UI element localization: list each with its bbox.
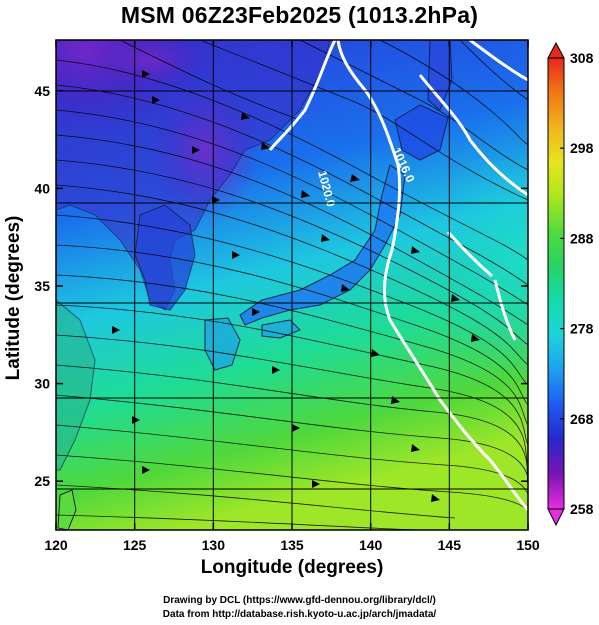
land-masses: [56, 40, 453, 530]
colorbar-scale: [547, 57, 565, 510]
y-tick-label: 35: [34, 278, 50, 294]
streamline-arrows: [112, 70, 480, 502]
colorbar: 258 268 278 288 298 308: [547, 41, 594, 527]
colorbar-tick-label: 308: [570, 50, 594, 66]
x-tick-label: 120: [44, 537, 68, 553]
map-title: MSM 06Z23Feb2025 (1013.2hPa): [120, 2, 479, 28]
colorbar-max-arrow: [547, 41, 565, 59]
y-tick-label: 40: [34, 180, 50, 196]
y-axis-ticks: 25 30 35 40 45: [34, 83, 528, 489]
colorbar-ticks: 258 268 278 288 298 308: [560, 50, 594, 517]
temperature-field: 1020.0 1016.0: [56, 40, 528, 530]
colorbar-min-arrow: [547, 508, 565, 527]
x-tick-label: 145: [438, 537, 462, 553]
colorbar-tick-label: 288: [570, 230, 594, 246]
credit-drawing: Drawing by DCL (https://www.gfd-dennou.o…: [163, 595, 436, 606]
credit-data: Data from http://database.rish.kyoto-u.a…: [162, 609, 437, 620]
colorbar-tick-label: 258: [570, 501, 594, 517]
x-tick-label: 125: [123, 537, 147, 553]
colorbar-tick-label: 268: [570, 411, 594, 427]
x-tick-label: 150: [516, 537, 540, 553]
colorbar-tick-label: 278: [570, 321, 594, 337]
wind-streamlines: [56, 40, 528, 530]
x-axis-ticks: 120 125 130 135 140 145 150: [44, 40, 540, 553]
isobars: [268, 40, 528, 511]
y-tick-label: 45: [34, 83, 50, 99]
graticule: [56, 40, 528, 530]
y-tick-label: 25: [34, 473, 50, 489]
x-axis-label: Longitude (degrees): [200, 557, 384, 578]
y-tick-label: 30: [34, 376, 50, 392]
x-tick-label: 140: [359, 537, 383, 553]
colorbar-tick-label: 298: [570, 140, 594, 156]
x-tick-label: 135: [280, 537, 304, 553]
x-tick-label: 130: [202, 537, 226, 553]
